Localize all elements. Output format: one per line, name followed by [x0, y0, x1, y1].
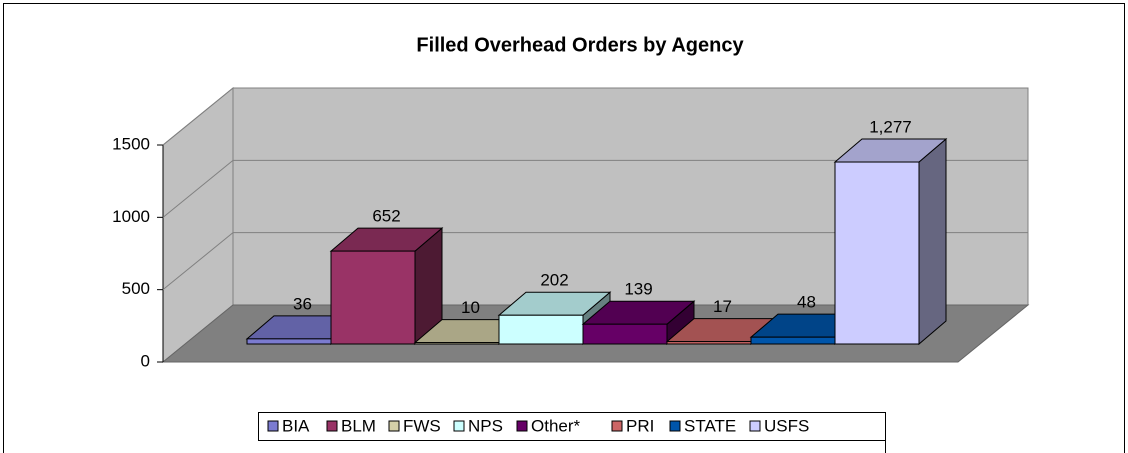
chart-title: Filled Overhead Orders by Agency: [416, 34, 744, 56]
bar-side: [918, 137, 947, 346]
grid-line: [162, 159, 234, 218]
y-tick-label: 500: [122, 279, 150, 298]
bar: [833, 137, 948, 346]
y-tick-label: 1500: [112, 134, 150, 153]
value-label: 10: [461, 298, 480, 317]
bar-front: [498, 314, 584, 345]
legend: [258, 412, 886, 441]
bar-front: [750, 336, 836, 345]
legend-label: NPS: [468, 416, 503, 435]
bar-front: [246, 338, 332, 345]
grid-line: [162, 232, 234, 291]
bar-front: [582, 323, 668, 345]
bar: [329, 227, 444, 346]
y-tick-label: 0: [141, 351, 150, 370]
legend-swatch: [516, 420, 528, 432]
legend-swatch: [267, 420, 279, 432]
legend-label: USFS: [764, 416, 809, 435]
value-label: 48: [797, 293, 816, 312]
legend-swatch: [326, 420, 338, 432]
value-label: 139: [624, 280, 652, 299]
bar-front: [414, 342, 500, 345]
value-label: 202: [540, 271, 568, 290]
value-label: 652: [372, 207, 400, 226]
value-label: 17: [713, 297, 732, 316]
legend-label: STATE: [684, 416, 736, 435]
legend-label: FWS: [403, 416, 441, 435]
bar-front: [834, 161, 920, 345]
legend-label: Other*: [531, 416, 581, 435]
bar: [581, 300, 696, 346]
chart-border: [3, 3, 1125, 453]
y-tick-label: 1000: [112, 207, 150, 226]
legend-label: BIA: [282, 416, 310, 435]
bar-front: [330, 250, 416, 345]
legend-swatch: [611, 420, 623, 432]
bar-front: [666, 341, 752, 345]
legend-swatch: [749, 420, 761, 432]
legend-label: PRI: [626, 416, 654, 435]
legend-swatch: [453, 420, 465, 432]
grid-line: [162, 87, 234, 146]
value-label: 36: [293, 294, 312, 313]
legend-swatch: [388, 420, 400, 432]
value-label: 1,277: [869, 118, 912, 137]
legend-swatch: [669, 420, 681, 432]
legend-label: BLM: [341, 416, 376, 435]
